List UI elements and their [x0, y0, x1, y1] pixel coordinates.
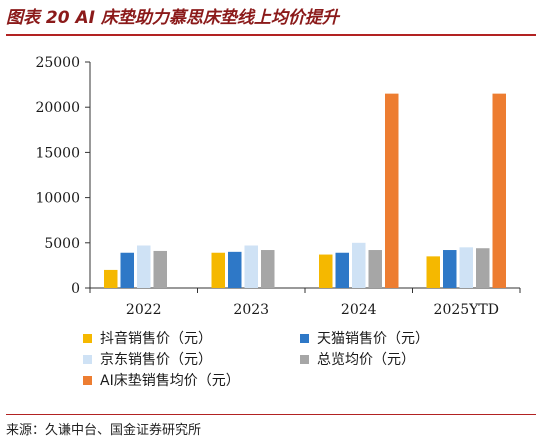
y-tick-label: 25000: [35, 55, 80, 71]
bar: [335, 252, 349, 288]
bar: [476, 248, 490, 288]
figure-title: 图表 20 AI 床垫助力慕思床垫线上均价提升: [6, 8, 339, 28]
legend-label: 总览均价（元）: [317, 352, 415, 368]
bar: [459, 247, 473, 288]
x-tick-label: 2022: [126, 302, 162, 318]
bar: [368, 250, 382, 288]
bar: [153, 250, 167, 288]
x-tick-label: 2024: [341, 302, 377, 318]
legend-item: 抖音销售价（元）: [83, 329, 212, 349]
bar: [426, 256, 440, 288]
y-tick-label: 0: [71, 281, 80, 297]
legend-swatch: [83, 375, 92, 385]
y-tick-label: 20000: [35, 100, 80, 116]
legend-item: 京东销售价（元）: [83, 350, 212, 370]
bar: [228, 251, 242, 288]
x-tick-label: 2025YTD: [434, 302, 499, 318]
bar: [244, 245, 258, 288]
bar-series-group: [104, 93, 506, 288]
bar: [261, 250, 275, 288]
y-axis: 0 5000 10000 15000 20000 25000: [35, 55, 91, 297]
x-axis: 2022 2023 2024 2025YTD: [89, 287, 521, 318]
legend-item: 天猫销售价（元）: [300, 329, 429, 349]
bar: [120, 252, 134, 288]
source-note: 来源：久谦中台、国金证券研究所: [6, 423, 202, 438]
bar: [492, 93, 506, 288]
title-divider: [6, 34, 536, 36]
bar: [211, 252, 225, 288]
legend-swatch: [83, 333, 92, 343]
legend-item: 总览均价（元）: [300, 350, 415, 370]
footer-divider: [6, 414, 536, 415]
legend-label: 京东销售价（元）: [100, 352, 212, 368]
bar: [319, 254, 333, 288]
legend-label: 抖音销售价（元）: [100, 331, 212, 347]
legend-swatch: [300, 354, 309, 364]
y-tick-label: 15000: [35, 145, 80, 161]
y-tick-label: 5000: [44, 236, 80, 252]
legend-swatch: [83, 354, 92, 364]
legend-label: AI床垫销售均价（元）: [100, 373, 240, 389]
legend-item: AI床垫销售均价（元）: [83, 371, 240, 391]
x-tick-label: 2023: [233, 302, 269, 318]
bar: [385, 93, 399, 288]
bar: [137, 245, 151, 288]
y-tick-label: 10000: [35, 191, 80, 207]
legend-swatch: [300, 333, 309, 343]
bar: [104, 269, 118, 288]
legend-label: 天猫销售价（元）: [317, 331, 429, 347]
bar: [352, 242, 366, 288]
bar: [443, 250, 457, 288]
